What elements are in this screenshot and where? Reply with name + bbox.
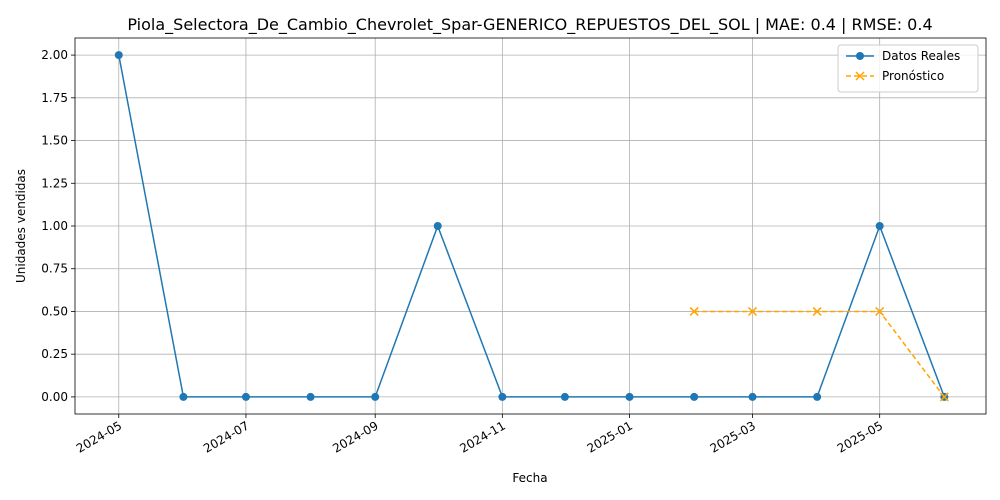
data-point: [114, 51, 123, 60]
x-tick-label: 2024-07: [201, 418, 251, 455]
forecast-point: [875, 306, 885, 316]
legend-label-pronostico: Pronóstico: [882, 69, 944, 83]
y-tick-label: 0.00: [41, 390, 68, 404]
y-tick-label: 1.50: [41, 134, 68, 148]
data-point: [625, 392, 634, 401]
y-tick-label: 1.25: [41, 176, 68, 190]
y-tick-label: 1.00: [41, 219, 68, 233]
data-point: [875, 222, 884, 230]
y-axis: 0.00 0.25 0.50 0.75 1.00 1.25 1.50 1.75 2.00: [41, 48, 75, 404]
data-point: [306, 392, 315, 401]
forecast-point: [689, 306, 699, 316]
chart-title: Piola_Selectora_De_Cambio_Chevrolet_Spar…: [127, 15, 932, 35]
y-tick-label: 2.00: [41, 48, 68, 62]
data-point: [241, 392, 250, 401]
y-tick-label: 0.75: [41, 262, 68, 276]
legend-label-datos-reales: Datos Reales: [882, 49, 960, 63]
x-tick-label: 2024-11: [457, 418, 507, 455]
forecast-point: [812, 306, 822, 316]
y-tick-label: 0.50: [41, 304, 68, 318]
x-tick-label: 2025-05: [835, 418, 885, 455]
data-point: [179, 392, 188, 401]
data-point: [690, 392, 699, 401]
y-axis-title: Unidades vendidas: [14, 169, 28, 283]
x-tick-label: 2024-09: [330, 418, 380, 455]
x-tick-label: 2025-03: [708, 418, 758, 455]
data-point: [371, 392, 380, 401]
x-tick-label: 2024-05: [74, 418, 124, 455]
legend: Datos Reales Pronóstico: [837, 44, 979, 93]
series-group: [114, 51, 949, 402]
y-tick-label: 1.75: [41, 91, 68, 105]
data-point: [433, 222, 442, 230]
series-line-datos-reales: [118, 54, 946, 398]
data-point: [748, 392, 757, 401]
x-tick-label: 2025-01: [585, 418, 635, 455]
forecast-point: [939, 392, 949, 402]
forecast-point: [747, 306, 758, 316]
x-axis: 2024-05 2024-07 2024-09 2024-11 2025-01 2025-…: [74, 414, 885, 456]
x-axis-title: Fecha: [512, 471, 547, 485]
legend-marker-pronostico: [855, 71, 865, 81]
data-point: [813, 392, 822, 401]
data-point: [498, 392, 507, 401]
data-point: [560, 392, 569, 401]
legend-marker-datos-reales: [856, 52, 864, 60]
y-tick-label: 0.25: [41, 347, 68, 361]
